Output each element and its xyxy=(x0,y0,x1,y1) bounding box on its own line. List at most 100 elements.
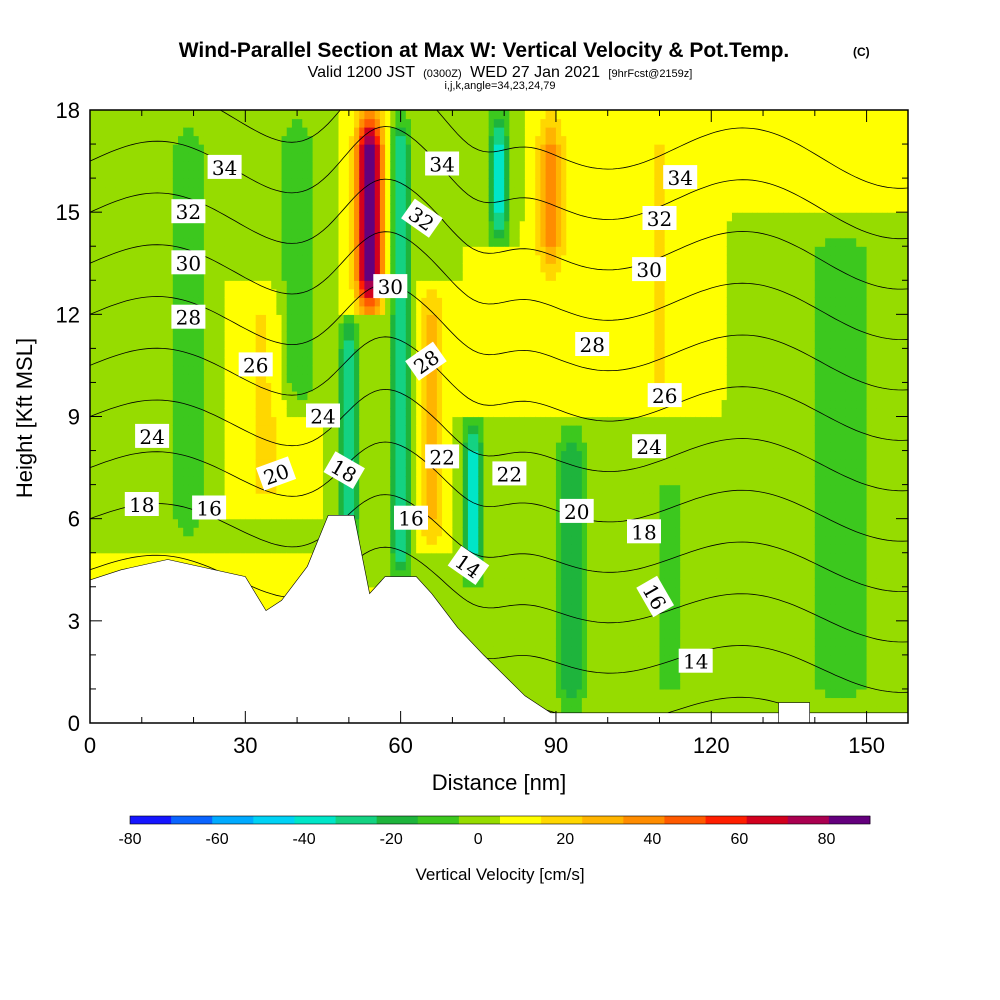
velocity-cell xyxy=(312,271,319,281)
velocity-cell xyxy=(379,416,386,426)
velocity-cell xyxy=(209,373,215,384)
velocity-cell xyxy=(146,246,153,256)
velocity-cell xyxy=(115,433,122,443)
velocity-cell xyxy=(183,356,189,367)
velocity-cell xyxy=(302,390,309,401)
velocity-cell xyxy=(95,127,101,137)
velocity-cell xyxy=(255,203,262,213)
velocity-cell xyxy=(333,390,340,401)
velocity-cell xyxy=(188,118,195,128)
velocity-cell xyxy=(364,135,371,145)
velocity-cell xyxy=(224,493,231,503)
velocity-cell xyxy=(312,186,319,196)
velocity-cell xyxy=(121,544,127,554)
velocity-cell xyxy=(426,561,433,571)
velocity-cell xyxy=(276,161,283,171)
velocity-cell xyxy=(172,510,179,520)
velocity-cell xyxy=(348,288,355,298)
velocity-cell xyxy=(281,331,288,341)
velocity-cell xyxy=(271,416,277,426)
velocity-cell xyxy=(369,127,376,137)
velocity-cell xyxy=(115,161,122,171)
velocity-cell xyxy=(266,237,272,247)
velocity-cell xyxy=(312,476,319,486)
velocity-cell xyxy=(126,467,133,477)
velocity-cell xyxy=(209,407,215,418)
velocity-cell xyxy=(400,365,407,375)
velocity-cell xyxy=(126,399,133,409)
velocity-cell xyxy=(312,118,319,128)
velocity-cell xyxy=(157,254,164,264)
velocity-cell xyxy=(338,407,345,418)
velocity-cell xyxy=(240,399,246,409)
velocity-cell xyxy=(369,467,376,477)
velocity-cell xyxy=(416,459,422,469)
velocity-cell xyxy=(369,144,376,154)
velocity-cell xyxy=(172,356,179,367)
velocity-cell xyxy=(385,407,391,418)
velocity-cell xyxy=(379,212,386,222)
velocity-cell xyxy=(126,433,133,443)
velocity-cell xyxy=(426,493,433,503)
velocity-cell xyxy=(302,552,309,562)
velocity-cell xyxy=(245,373,252,384)
velocity-cell xyxy=(183,518,189,528)
velocity-cell xyxy=(317,297,324,307)
velocity-cell xyxy=(240,569,246,579)
velocity-cell xyxy=(410,407,417,418)
velocity-cell xyxy=(281,433,288,443)
velocity-cell xyxy=(359,339,365,349)
velocity-cell xyxy=(229,203,236,213)
velocity-cell xyxy=(348,331,355,341)
velocity-cell xyxy=(385,212,391,222)
velocity-cell xyxy=(234,535,241,545)
velocity-cell xyxy=(271,586,277,596)
velocity-cell xyxy=(431,322,438,332)
velocity-cell xyxy=(390,407,397,418)
velocity-cell xyxy=(157,552,164,562)
velocity-cell xyxy=(338,195,345,205)
velocity-cell xyxy=(188,476,195,486)
velocity-cell xyxy=(105,263,112,273)
velocity-cell xyxy=(410,416,417,426)
velocity-cell xyxy=(250,518,257,528)
velocity-cell xyxy=(162,127,169,137)
velocity-cell xyxy=(410,459,417,469)
velocity-cell xyxy=(431,118,438,128)
velocity-cell xyxy=(183,476,189,486)
velocity-cell xyxy=(136,152,143,162)
velocity-cell xyxy=(328,356,334,367)
velocity-cell xyxy=(214,186,221,196)
velocity-cell xyxy=(369,407,376,418)
velocity-cell xyxy=(426,552,433,562)
velocity-cell xyxy=(240,195,246,205)
velocity-cell xyxy=(291,297,298,307)
velocity-cell xyxy=(286,288,293,298)
velocity-cell xyxy=(188,356,195,367)
velocity-cell xyxy=(110,254,117,264)
velocity-cell xyxy=(126,178,133,188)
velocity-cell xyxy=(338,254,345,264)
velocity-cell xyxy=(172,271,179,281)
velocity-cell xyxy=(121,110,127,120)
velocity-cell xyxy=(121,407,127,418)
velocity-cell xyxy=(317,152,324,162)
velocity-cell xyxy=(219,195,226,205)
velocity-cell xyxy=(297,135,303,145)
velocity-cell xyxy=(416,110,422,120)
velocity-cell xyxy=(126,169,133,179)
velocity-cell xyxy=(307,459,314,469)
velocity-cell xyxy=(126,118,133,128)
velocity-cell xyxy=(219,263,226,273)
velocity-cell xyxy=(115,407,122,418)
velocity-cell xyxy=(364,178,371,188)
velocity-cell xyxy=(219,407,226,418)
velocity-cell xyxy=(198,356,205,367)
velocity-cell xyxy=(364,288,371,298)
velocity-cell xyxy=(390,561,397,571)
velocity-cell xyxy=(286,118,293,128)
velocity-cell xyxy=(281,178,288,188)
velocity-cell xyxy=(328,348,334,358)
velocity-cell xyxy=(379,203,386,213)
velocity-cell xyxy=(198,442,205,452)
